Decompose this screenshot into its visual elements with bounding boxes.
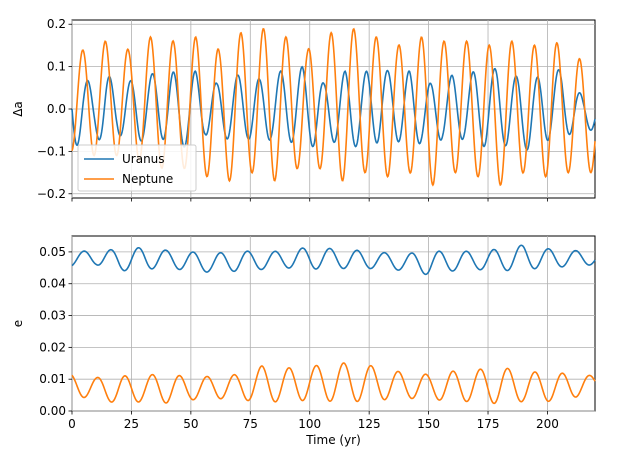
- y-tick-label: 0.00: [39, 404, 66, 418]
- y-tick-label: 0.05: [39, 245, 66, 259]
- bottom-axes-series: [71, 244, 596, 405]
- x-tick-label: 0: [68, 417, 76, 431]
- y-tick-label: 0.04: [39, 277, 66, 291]
- y-tick-label: −0.2: [37, 187, 66, 201]
- x-tick-label: 175: [477, 417, 500, 431]
- bottom-axes-ylabel: e: [11, 320, 25, 327]
- bottom-axes-xlabel: Time (yr): [305, 433, 361, 447]
- x-tick-label: 125: [358, 417, 381, 431]
- y-tick-label: 0.01: [39, 372, 66, 386]
- x-tick-label: 100: [298, 417, 321, 431]
- x-tick-label: 200: [536, 417, 559, 431]
- x-tick-label: 50: [183, 417, 198, 431]
- x-tick-label: 25: [124, 417, 139, 431]
- bottom-axes-ticks: 0 25 50 75 100 125 150 175 200 0.00 0.01 0.02 0.03 0.…: [39, 245, 559, 431]
- bottom-axes-grid: [71, 236, 595, 412]
- legend-label-uranus: Uranus: [122, 152, 165, 166]
- y-tick-label: −0.1: [37, 144, 66, 158]
- series-line-uranus: [71, 244, 596, 276]
- x-tick-label: 75: [243, 417, 258, 431]
- x-tick-label: 150: [417, 417, 440, 431]
- bottom-axes-eccentricity: 0 25 50 75 100 125 150 175 200 0.00 0.01 0.02 0.03 0.…: [11, 235, 596, 447]
- series-line-neptune: [71, 362, 596, 405]
- top-axes-ticks: −0.2 −0.1 0.0 0.1 0.2: [37, 17, 548, 202]
- top-axes-delta-a: −0.2 −0.1 0.0 0.1 0.2 Δa Uranus Neptune: [11, 17, 596, 202]
- series-line-uranus: [71, 65, 596, 151]
- y-tick-label: 0.0: [47, 102, 66, 116]
- y-tick-label: 0.03: [39, 309, 66, 323]
- y-tick-label: 0.02: [39, 340, 66, 354]
- bottom-axes-frame: [71, 235, 596, 412]
- legend: Uranus Neptune: [77, 144, 197, 192]
- top-axes-ylabel: Δa: [11, 101, 25, 117]
- y-tick-label: 0.1: [47, 60, 66, 74]
- legend-label-neptune: Neptune: [122, 172, 173, 186]
- y-tick-label: 0.2: [47, 17, 66, 31]
